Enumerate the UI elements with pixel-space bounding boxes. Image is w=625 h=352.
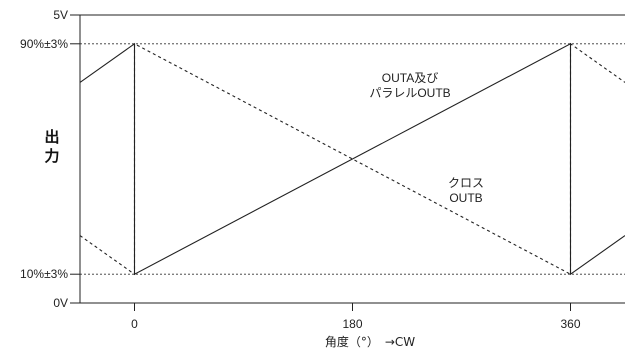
- x-tick-label-2: 360: [560, 317, 580, 331]
- y-tick-label-0: 0V: [53, 296, 68, 310]
- series-group: [79, 42, 625, 276]
- annotation-0: OUTA及びパラレルOUTB: [369, 71, 450, 100]
- reference-lines: [80, 43, 625, 275]
- annotation-0-line-0: OUTA及び: [382, 71, 438, 85]
- y-axis-label-char-0: 出: [44, 128, 59, 146]
- y-tick-label-2: 90%±3%: [20, 37, 68, 51]
- annotation-1: クロス OUTB: [448, 176, 484, 205]
- y-axis-label: 出力: [44, 128, 59, 165]
- y-tick-label-3: 5V: [53, 8, 68, 22]
- annotation-0-line-1: パラレルOUTB: [369, 86, 450, 100]
- x-tick-label-1: 180: [342, 317, 362, 331]
- y-tick-label-1: 10%±3%: [20, 267, 68, 281]
- annotation-1-line-0: クロス: [448, 176, 484, 190]
- x-tick-label-0: 0: [131, 317, 138, 331]
- series-line-1: [79, 42, 625, 276]
- labels: 0V 10%±3% 90%±3% 5V 0 180 360 OUTA及びパラレルOUTB クロス…: [20, 8, 581, 349]
- x-axis-label: 角度（°） →CW: [325, 334, 415, 349]
- annotation-1-line-1: OUTB: [449, 191, 482, 205]
- axes: [70, 14, 625, 311]
- y-axis-label-char-1: 力: [44, 147, 59, 165]
- series-line-0: [79, 42, 625, 276]
